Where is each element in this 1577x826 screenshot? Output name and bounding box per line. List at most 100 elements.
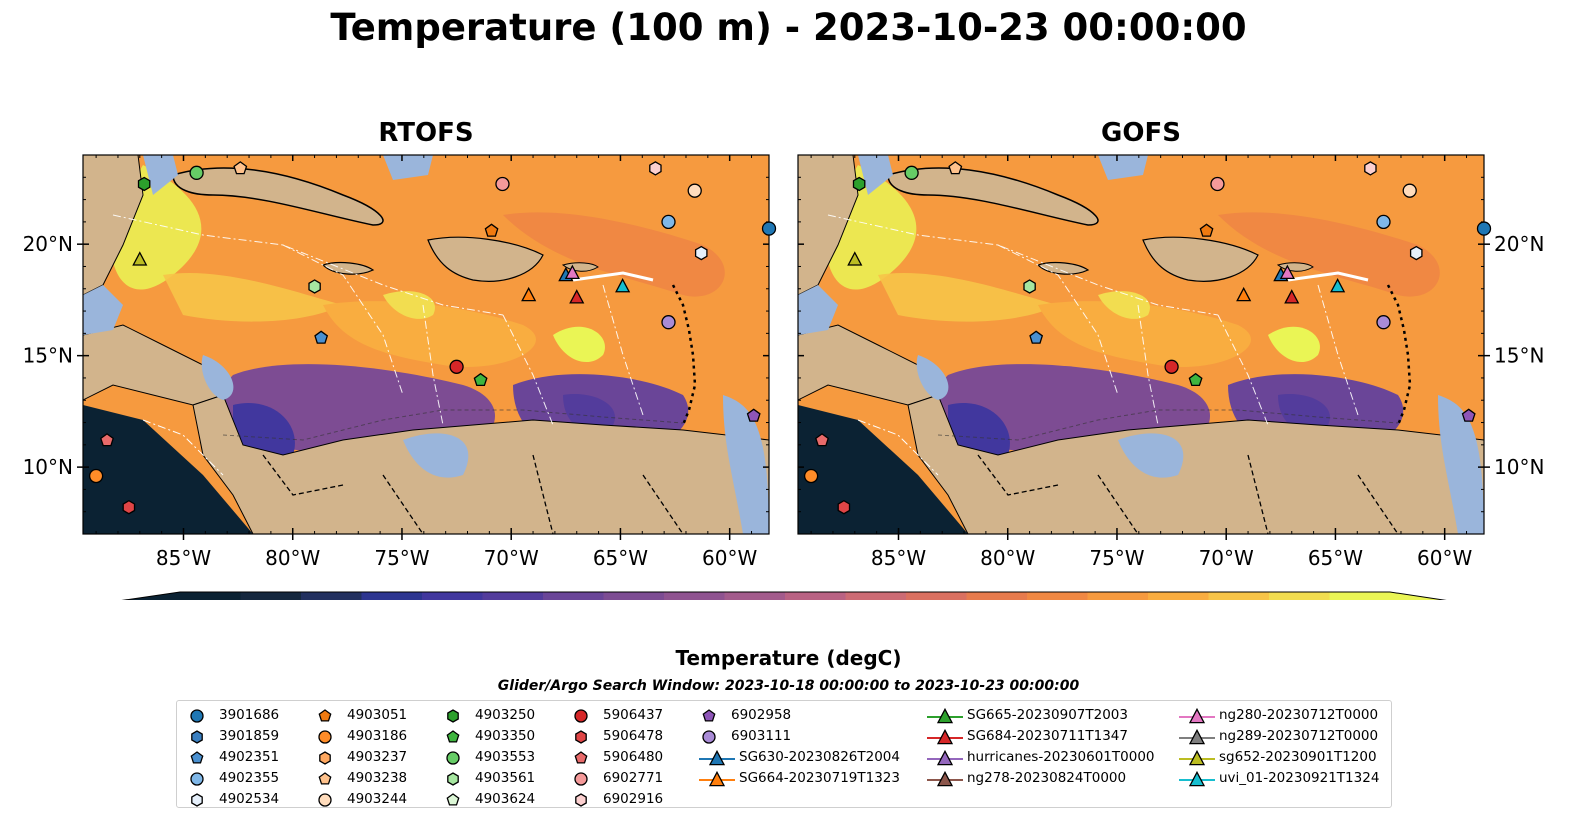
legend-item: 3901859 xyxy=(185,726,279,747)
lat-tick-label: 20°N xyxy=(1494,232,1544,256)
colorbar-swatch xyxy=(482,592,544,600)
legend-circle-icon xyxy=(702,729,716,744)
colorbar-swatch xyxy=(845,592,907,600)
legend-item-label: 6903111 xyxy=(731,728,792,744)
map-marker-pentagon xyxy=(948,161,963,175)
map-marker-pentagon xyxy=(1188,372,1203,387)
map-marker-circle xyxy=(1210,176,1225,192)
legend-triangle-icon xyxy=(1188,707,1206,723)
colorbar-swatch xyxy=(301,592,362,600)
legend-item-label: 4902351 xyxy=(219,749,280,765)
map-marker-circle xyxy=(761,221,777,236)
legend-item: 4902351 xyxy=(185,747,279,768)
map-marker-triangle xyxy=(132,251,148,266)
map-marker-circle xyxy=(495,176,510,192)
legend-marker-icon xyxy=(319,750,331,765)
legend-item: 4903186 xyxy=(313,726,407,747)
legend-pentagon-icon xyxy=(446,792,460,806)
legend-item-label: 4903238 xyxy=(347,770,408,786)
colorbar-swatch xyxy=(1027,592,1088,600)
legend-item: SG665-20230907T2003 xyxy=(925,705,1155,726)
legend-item-label: 3901859 xyxy=(219,728,280,744)
legend-item: 4903237 xyxy=(313,747,407,768)
lat-tick-label: 20°N xyxy=(23,232,73,256)
legend-triangle-icon xyxy=(1188,728,1206,744)
legend-marker-icon xyxy=(446,750,460,765)
legend-item-label: 5906480 xyxy=(603,749,664,765)
legend-marker-icon xyxy=(318,708,332,722)
map-marker-triangle xyxy=(1236,286,1252,302)
legend-circle-icon xyxy=(574,708,588,723)
legend-marker-icon xyxy=(1179,749,1215,765)
lat-tick-label: 15°N xyxy=(23,344,73,368)
axes-ticks-right: 85°W 80°W 75°W 70°W 65°W 60°W 20°N 15°N 10°N xyxy=(798,155,1544,570)
legend-column: 4903250 4903350 4903553 4903561 4903624 xyxy=(441,705,535,810)
colorbar-swatch xyxy=(240,592,302,600)
lon-tick-label: 85°W xyxy=(871,546,926,570)
legend-item: 5906478 xyxy=(569,726,663,747)
map-marker-hexagon xyxy=(852,176,866,192)
legend-item-label: 4903051 xyxy=(347,707,408,723)
colorbar-swatch xyxy=(1148,592,1209,600)
legend-marker-icon xyxy=(702,708,716,722)
legend-item: 4903244 xyxy=(313,789,407,810)
legend-triangle-icon xyxy=(1188,749,1206,765)
lon-tick-label: 60°W xyxy=(702,546,757,570)
legend-column: 6902958 6903111 SG630-20230826T2004 SG664-2… xyxy=(697,705,900,789)
legend-circle-icon xyxy=(318,792,332,807)
lon-tick-label: 80°W xyxy=(265,546,320,570)
map-marker-hexagon xyxy=(308,279,321,294)
map-marker-pentagon xyxy=(1461,408,1476,422)
legend-item: ng280-20230712T0000 xyxy=(1177,705,1379,726)
map-marker-triangle xyxy=(1284,289,1300,304)
legend-item: 4903250 xyxy=(441,705,535,726)
legend-item-label: 5906437 xyxy=(603,707,664,723)
legend-item: SG630-20230826T2004 xyxy=(697,747,900,768)
legend-item: 6903111 xyxy=(697,726,900,747)
lon-tick-label: 80°W xyxy=(980,546,1035,570)
legend-column: 3901686 3901859 4902351 4902355 4902534 xyxy=(185,705,279,810)
map-marker-pentagon xyxy=(1029,330,1044,344)
legend-marker-icon xyxy=(575,729,587,744)
colorbar: 18192021222324252627 xyxy=(121,591,1447,600)
legend-item-label: 6902771 xyxy=(603,770,664,786)
map-panels: 85°W 80°W 75°W 70°W 65°W 60°W 20°N 15°N 10°N 85°… xyxy=(23,154,1544,600)
legend-item-label: hurricanes-20230601T0000 xyxy=(967,749,1155,765)
legend-triangle-icon xyxy=(936,728,954,744)
legend-item-label: 4902355 xyxy=(219,770,280,786)
colorbar-swatch xyxy=(1208,592,1270,600)
legend-marker-icon xyxy=(1179,728,1215,744)
legend-item: 6902958 xyxy=(697,705,900,726)
legend-marker-icon xyxy=(318,771,332,785)
legend-marker-icon xyxy=(190,708,204,723)
legend-marker-icon xyxy=(447,771,459,786)
legend-marker-icon xyxy=(574,771,588,786)
legend-item: ng278-20230824T0000 xyxy=(925,768,1155,789)
legend-item-label: 3901686 xyxy=(219,707,280,723)
axes-ticks-left: 85°W 80°W 75°W 70°W 65°W 60°W 20°N 15°N 10°N xyxy=(23,155,769,570)
map-marker-triangle xyxy=(1279,264,1295,280)
legend-item-label: 4902534 xyxy=(219,791,280,807)
legend-circle-icon xyxy=(190,708,204,723)
legend-pentagon-icon xyxy=(190,750,204,764)
legend-marker-icon xyxy=(927,770,963,786)
map-marker-circle xyxy=(1376,315,1391,330)
map-marker-pentagon xyxy=(815,433,829,447)
legend-marker-icon xyxy=(190,771,204,786)
legend-hexagon-icon xyxy=(575,792,587,807)
colorbar-label: Temperature (degC) xyxy=(675,646,902,670)
legend-item-label: SG630-20230826T2004 xyxy=(739,749,900,765)
legend-circle-icon xyxy=(190,771,204,786)
lon-tick-label: 70°W xyxy=(1199,546,1254,570)
legend-item: 4903561 xyxy=(441,768,535,789)
legend-item-label: ng280-20230712T0000 xyxy=(1219,707,1379,723)
legend-column: ng280-20230712T0000 ng289-20230712T0000 sg… xyxy=(1177,705,1379,789)
lon-tick-label: 65°W xyxy=(593,546,648,570)
legend-item-label: uvi_01-20230921T1324 xyxy=(1219,770,1380,786)
map-marker-circle xyxy=(661,315,676,330)
legend-marker-icon xyxy=(446,729,460,743)
legend-item-label: 5906478 xyxy=(603,728,664,744)
legend-circle-icon xyxy=(318,729,332,744)
map-marker-hexagon xyxy=(1023,279,1036,294)
legend-hexagon-icon xyxy=(191,792,203,807)
